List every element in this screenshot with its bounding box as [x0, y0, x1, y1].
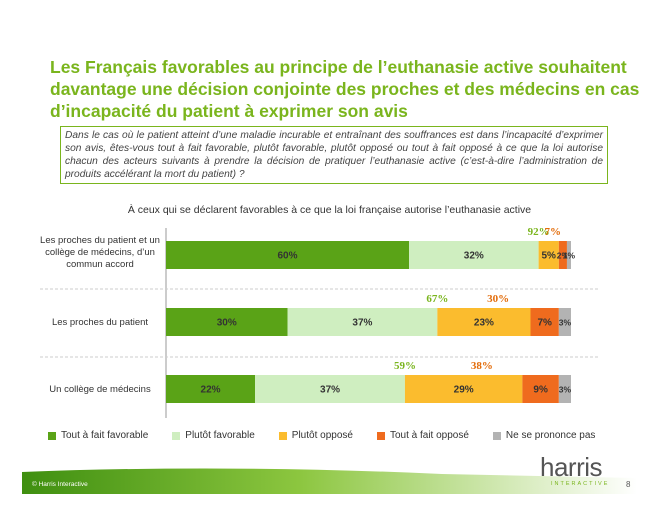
bar-1-4 — [558, 308, 571, 336]
bar-label-1-2: 23% — [474, 318, 494, 329]
legend-item-ne-se-prononce-pas: Ne se prononce pas — [492, 430, 596, 441]
legend-item-tout-fait-favorable: Tout à fait favorable — [48, 430, 148, 441]
bar-1-1 — [287, 308, 438, 336]
legend-swatch — [376, 431, 385, 440]
legend-label: Tout à fait opposé — [389, 430, 469, 441]
bar-0-0 — [166, 241, 409, 269]
bar-2-0 — [166, 375, 256, 403]
category-label-0: Les proches du patient et un collège de … — [40, 235, 160, 270]
bar-0-4 — [566, 241, 571, 269]
bar-label-1-1: 37% — [352, 318, 372, 329]
bar-2-2 — [404, 375, 523, 403]
legend-label: Plutôt favorable — [185, 430, 255, 441]
bar-0-2 — [538, 241, 559, 269]
total-favorable-2: 59% — [394, 360, 416, 372]
page-title: Les Français favorables au principe de l… — [50, 57, 640, 121]
bar-label-0-4: 1% — [563, 251, 576, 261]
category-label-1: Les proches du patient — [51, 317, 149, 328]
bar-label-2-1: 37% — [320, 385, 340, 396]
chart-legend: Tout à fait favorable Plutôt favorable P… — [48, 430, 605, 441]
bar-label-1-4: 3% — [559, 318, 572, 328]
bar-2-1 — [255, 375, 405, 403]
logo-subtitle: INTERACTIVE — [551, 481, 610, 487]
bar-label-0-2: 5% — [541, 251, 556, 262]
bar-label-0-0: 60% — [277, 251, 297, 262]
total-oppose-1: 30% — [487, 293, 509, 305]
total-oppose-0: 7% — [545, 226, 562, 238]
bar-0-3 — [558, 241, 567, 269]
bar-1-3 — [530, 308, 559, 336]
bar-label-2-4: 3% — [559, 385, 572, 395]
legend-item-plutot-oppose: Plutôt opposé — [278, 430, 353, 441]
bar-label-2-3: 9% — [533, 385, 548, 396]
legend-label: Tout à fait favorable — [61, 430, 149, 441]
legend-swatch — [172, 431, 181, 440]
harris-logo: harris — [540, 452, 603, 482]
bar-2-3 — [522, 375, 559, 403]
legend-swatch — [48, 431, 56, 440]
legend-item-plutot-favorable: Plutôt favorable — [172, 430, 255, 441]
bar-label-2-0: 22% — [201, 385, 221, 396]
bar-1-2 — [437, 308, 531, 336]
bar-label-0-1: 32% — [464, 251, 484, 262]
bar-1-0 — [166, 308, 288, 336]
question-box: Dans le cas où le patient atteint d’une … — [60, 126, 608, 184]
copyright: © Harris Interactive — [32, 481, 88, 488]
bar-label-2-2: 29% — [454, 385, 474, 396]
chart-title: À ceux qui se déclarent favorables à ce … — [127, 204, 532, 216]
total-favorable-0: 92% — [528, 226, 550, 238]
legend-label: Plutôt opposé — [291, 430, 353, 441]
legend-swatch — [492, 431, 501, 440]
bar-label-1-0: 30% — [217, 318, 237, 329]
page-number: 8 — [626, 480, 631, 489]
legend-item-tout-fait-oppose: Tout à fait opposé — [376, 430, 469, 441]
bar-label-1-3: 7% — [537, 318, 552, 329]
legend-label: Ne se prononce pas — [505, 430, 596, 441]
footer-banner — [22, 468, 637, 494]
bar-2-4 — [558, 375, 571, 403]
category-label-2: Un collège de médecins — [49, 384, 151, 395]
total-oppose-2: 38% — [471, 360, 493, 372]
bar-0-1 — [409, 241, 539, 269]
bar-label-0-3: 2% — [557, 251, 570, 261]
total-favorable-1: 67% — [426, 293, 448, 305]
legend-swatch — [278, 431, 287, 440]
